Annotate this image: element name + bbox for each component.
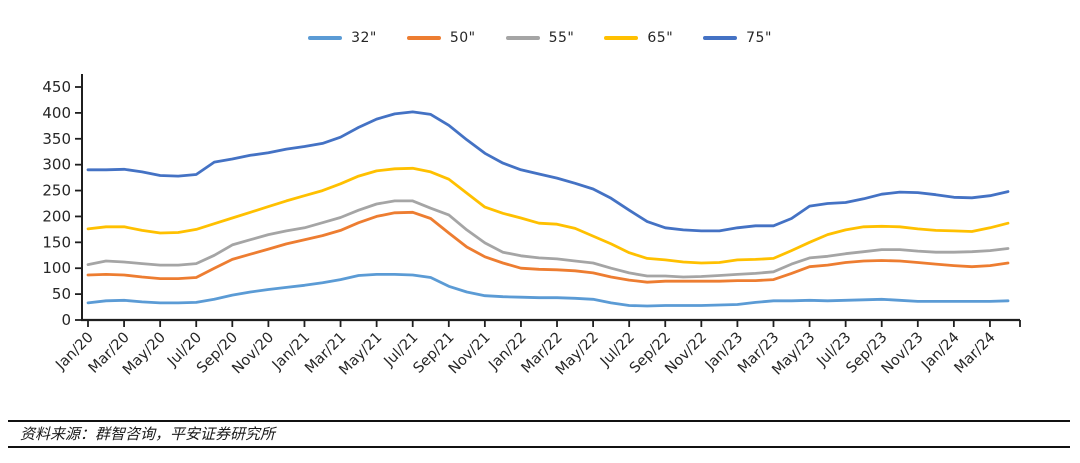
line-chart: 050100150200250300350400450Jan/20Mar/20M… xyxy=(42,74,1021,379)
series-line-50in xyxy=(86,210,1010,284)
legend-item-75in: 75" xyxy=(703,30,772,46)
y-tick-label: 100 xyxy=(42,259,71,277)
legend-line-swatch xyxy=(406,36,441,40)
y-tick-label: 150 xyxy=(42,233,71,251)
legend-line-swatch xyxy=(604,36,639,40)
legend-label: 50" xyxy=(449,30,476,46)
legend-item-32in: 32" xyxy=(308,30,377,46)
legend-line-swatch xyxy=(308,36,343,40)
y-tick-label: 450 xyxy=(42,78,71,96)
legend-label: 75" xyxy=(746,30,772,46)
legend-item-55in: 55" xyxy=(505,30,575,46)
source-footer: 资料来源：群智咨询，平安证券研究所 xyxy=(8,420,1070,448)
y-tick-label: 200 xyxy=(42,207,71,225)
x-tick-label: Mar/24 xyxy=(952,330,999,377)
y-tick-label: 0 xyxy=(61,311,71,329)
source-note: 资料来源：群智咨询，平安证券研究所 xyxy=(20,425,276,443)
legend-line-swatch xyxy=(703,36,738,40)
y-tick-label: 250 xyxy=(42,182,71,200)
series-line-55in xyxy=(86,199,1010,279)
legend-item-50in: 50" xyxy=(406,30,476,46)
y-tick-label: 350 xyxy=(42,130,71,148)
series-line-32in xyxy=(86,272,1010,308)
legend-item-65in: 65" xyxy=(604,30,673,46)
legend-label: 32" xyxy=(351,30,377,46)
chart-legend: 32" 50" 55" 65" 75" xyxy=(0,30,1080,46)
legend-label: 55" xyxy=(548,30,575,46)
y-tick-label: 300 xyxy=(42,156,71,174)
y-tick-label: 400 xyxy=(42,104,71,122)
legend-label: 65" xyxy=(647,30,674,46)
series-line-65in xyxy=(86,166,1010,265)
y-tick-label: 50 xyxy=(52,285,71,303)
series-line-75in xyxy=(86,110,1010,233)
legend-line-swatch xyxy=(505,36,540,40)
